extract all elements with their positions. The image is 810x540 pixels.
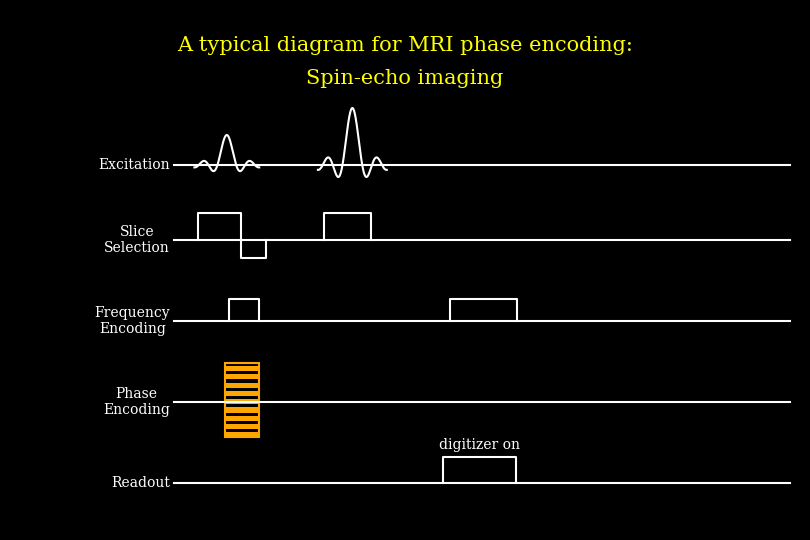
Text: Phase
Encoding: Phase Encoding bbox=[103, 387, 170, 417]
Text: Readout: Readout bbox=[111, 476, 170, 490]
Bar bbox=[225, 366, 259, 371]
Bar bbox=[225, 363, 259, 437]
Bar bbox=[225, 399, 259, 404]
Bar bbox=[225, 374, 259, 380]
Text: Frequency
Encoding: Frequency Encoding bbox=[95, 306, 170, 336]
Text: Spin-echo imaging: Spin-echo imaging bbox=[306, 69, 504, 88]
Bar bbox=[225, 424, 259, 429]
Bar bbox=[225, 382, 259, 388]
Text: digitizer on: digitizer on bbox=[439, 438, 520, 453]
Text: Excitation: Excitation bbox=[99, 158, 170, 172]
Text: A typical diagram for MRI phase encoding:: A typical diagram for MRI phase encoding… bbox=[177, 36, 633, 56]
Bar bbox=[225, 416, 259, 421]
Text: Slice
Selection: Slice Selection bbox=[104, 225, 170, 255]
Bar bbox=[225, 391, 259, 396]
Bar bbox=[225, 407, 259, 413]
Bar bbox=[225, 432, 259, 437]
